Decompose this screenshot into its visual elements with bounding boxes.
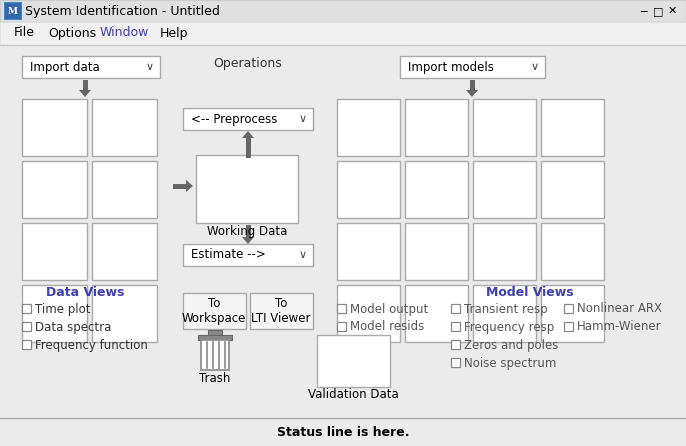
FancyBboxPatch shape <box>246 138 250 158</box>
FancyBboxPatch shape <box>22 161 87 218</box>
FancyBboxPatch shape <box>201 340 229 370</box>
Text: Import models: Import models <box>408 61 494 74</box>
FancyBboxPatch shape <box>246 225 250 237</box>
Text: Nonlinear ARX: Nonlinear ARX <box>577 302 662 315</box>
Text: To
LTI Viewer: To LTI Viewer <box>251 297 311 325</box>
FancyBboxPatch shape <box>183 293 246 329</box>
FancyBboxPatch shape <box>22 322 31 331</box>
FancyBboxPatch shape <box>337 161 400 218</box>
Text: ─: ─ <box>641 6 648 16</box>
Text: System Identification - Untitled: System Identification - Untitled <box>25 4 220 17</box>
FancyBboxPatch shape <box>22 56 160 78</box>
FancyBboxPatch shape <box>473 285 536 342</box>
FancyBboxPatch shape <box>22 285 87 342</box>
Text: Frequency resp: Frequency resp <box>464 321 554 334</box>
Text: ✕: ✕ <box>667 6 676 16</box>
Text: Zeros and poles: Zeros and poles <box>464 339 558 351</box>
Text: Import data: Import data <box>30 61 99 74</box>
FancyBboxPatch shape <box>337 285 400 342</box>
Text: Help: Help <box>160 26 189 40</box>
FancyBboxPatch shape <box>541 161 604 218</box>
FancyBboxPatch shape <box>82 80 88 90</box>
FancyBboxPatch shape <box>5 3 21 19</box>
FancyBboxPatch shape <box>469 80 475 90</box>
FancyBboxPatch shape <box>22 223 87 280</box>
Text: Model resids: Model resids <box>350 321 424 334</box>
FancyBboxPatch shape <box>541 223 604 280</box>
Text: □: □ <box>653 6 663 16</box>
Text: Model output: Model output <box>350 302 428 315</box>
FancyBboxPatch shape <box>337 223 400 280</box>
FancyBboxPatch shape <box>5 3 21 19</box>
Text: To
Workspace: To Workspace <box>182 297 246 325</box>
FancyBboxPatch shape <box>183 244 313 266</box>
Text: <-- Preprocess: <-- Preprocess <box>191 112 277 125</box>
FancyBboxPatch shape <box>405 223 468 280</box>
Text: ∨: ∨ <box>531 62 539 72</box>
Polygon shape <box>466 90 478 97</box>
FancyBboxPatch shape <box>473 161 536 218</box>
Text: Noise spectrum: Noise spectrum <box>464 356 556 369</box>
FancyBboxPatch shape <box>173 183 186 189</box>
FancyBboxPatch shape <box>196 155 298 223</box>
Text: ∨: ∨ <box>299 114 307 124</box>
FancyBboxPatch shape <box>183 108 313 130</box>
Polygon shape <box>79 90 91 97</box>
FancyBboxPatch shape <box>451 304 460 313</box>
FancyBboxPatch shape <box>22 340 31 349</box>
FancyBboxPatch shape <box>250 293 313 329</box>
Text: Data spectra: Data spectra <box>35 321 111 334</box>
FancyBboxPatch shape <box>92 285 157 342</box>
Text: Estimate -->: Estimate --> <box>191 248 265 261</box>
FancyBboxPatch shape <box>198 335 232 340</box>
FancyBboxPatch shape <box>317 335 390 387</box>
FancyBboxPatch shape <box>405 99 468 156</box>
FancyBboxPatch shape <box>473 99 536 156</box>
Text: Operations: Operations <box>213 58 283 70</box>
Text: Status line is here.: Status line is here. <box>276 425 410 438</box>
Text: Working Data: Working Data <box>206 224 287 238</box>
Text: Model Views: Model Views <box>486 286 573 300</box>
FancyBboxPatch shape <box>541 285 604 342</box>
FancyBboxPatch shape <box>22 99 87 156</box>
FancyBboxPatch shape <box>451 322 460 331</box>
Text: Options: Options <box>48 26 96 40</box>
FancyBboxPatch shape <box>405 161 468 218</box>
FancyBboxPatch shape <box>92 99 157 156</box>
FancyBboxPatch shape <box>564 304 573 313</box>
FancyBboxPatch shape <box>337 322 346 331</box>
FancyBboxPatch shape <box>337 99 400 156</box>
FancyBboxPatch shape <box>208 330 222 335</box>
Text: M: M <box>8 7 18 16</box>
Text: Trash: Trash <box>200 372 230 385</box>
FancyBboxPatch shape <box>405 285 468 342</box>
Text: File: File <box>14 26 35 40</box>
FancyBboxPatch shape <box>92 223 157 280</box>
FancyBboxPatch shape <box>400 56 545 78</box>
Text: Validation Data: Validation Data <box>307 388 399 401</box>
Text: Time plot: Time plot <box>35 302 91 315</box>
Polygon shape <box>242 237 254 244</box>
Text: ∨: ∨ <box>299 250 307 260</box>
Text: Data Views: Data Views <box>46 286 124 300</box>
FancyBboxPatch shape <box>0 0 686 22</box>
Text: Hamm-Wiener: Hamm-Wiener <box>577 321 661 334</box>
FancyBboxPatch shape <box>564 322 573 331</box>
Text: ∨: ∨ <box>146 62 154 72</box>
FancyBboxPatch shape <box>541 99 604 156</box>
FancyBboxPatch shape <box>0 22 686 45</box>
Polygon shape <box>242 131 254 138</box>
FancyBboxPatch shape <box>0 45 686 446</box>
FancyBboxPatch shape <box>22 304 31 313</box>
Text: Frequency function: Frequency function <box>35 339 148 351</box>
FancyBboxPatch shape <box>92 161 157 218</box>
Polygon shape <box>186 180 193 192</box>
FancyBboxPatch shape <box>451 358 460 367</box>
Text: Window: Window <box>100 26 150 40</box>
Text: Transient resp: Transient resp <box>464 302 547 315</box>
FancyBboxPatch shape <box>451 340 460 349</box>
FancyBboxPatch shape <box>337 304 346 313</box>
FancyBboxPatch shape <box>473 223 536 280</box>
